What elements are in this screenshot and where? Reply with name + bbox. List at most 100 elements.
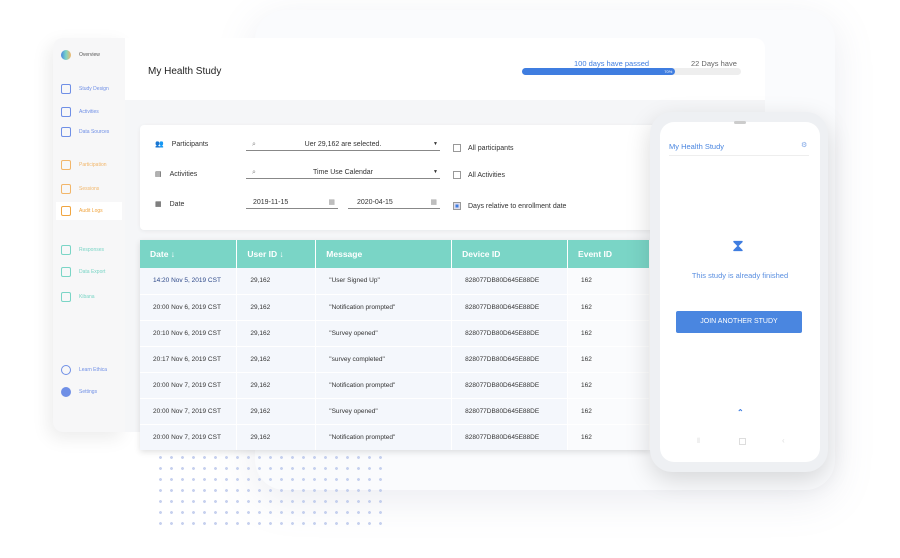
- column-header[interactable]: Date ↓: [140, 240, 238, 268]
- user-id-cell: 29,162: [236, 398, 317, 425]
- event-id-cell: 162: [567, 320, 650, 347]
- message-cell: "Survey opened": [315, 398, 453, 425]
- checkbox-label: Days relative to enrollment date: [468, 202, 567, 210]
- recent-apps-icon[interactable]: ⦀: [697, 438, 701, 445]
- message-cell: "User Signed Up": [315, 268, 453, 295]
- sessions-icon: [61, 184, 71, 194]
- checkbox[interactable]: [453, 144, 461, 152]
- event-id-cell: 162: [567, 424, 650, 450]
- event-id-cell: 162: [567, 398, 650, 425]
- sidebar-item-label: Activities: [79, 109, 99, 115]
- user-id-cell: 29,162: [236, 294, 317, 321]
- activities-row: ▤ Activities: [155, 170, 198, 179]
- column-header[interactable]: User ID ↓: [236, 240, 317, 268]
- dropdown-icon: ▼: [433, 141, 438, 147]
- settings-icon: [61, 387, 71, 397]
- search-icon: ⌕: [252, 169, 256, 176]
- table-row[interactable]: 20:00 Nov 7, 2019 CST 29,162 "Notification…: [140, 424, 650, 450]
- table-row[interactable]: 20:10 Nov 6, 2019 CST 29,162 "Survey opene…: [140, 320, 650, 347]
- progress-bar: 70%: [522, 68, 741, 75]
- table-row[interactable]: 20:00 Nov 6, 2019 CST 29,162 "Notification…: [140, 294, 650, 321]
- join-another-study-button[interactable]: JOIN ANOTHER STUDY: [676, 311, 802, 333]
- date-to-input[interactable]: 2020-04-15 ▦: [348, 197, 440, 209]
- sidebar-item-responses[interactable]: Responses: [61, 243, 121, 257]
- sidebar-item-overview[interactable]: Overview: [61, 48, 121, 62]
- checkbox[interactable]: [453, 171, 461, 179]
- checkbox-label: All participants: [468, 144, 514, 152]
- sidebar-item-label: Settings: [79, 389, 98, 395]
- activities-icon: [61, 107, 71, 117]
- sidebar-item-label: Learn Ethica: [79, 367, 108, 373]
- sidebar-item-kibana[interactable]: Kibana: [61, 290, 121, 304]
- checkbox-checked[interactable]: [453, 202, 461, 210]
- event-id-cell: 162: [567, 294, 650, 321]
- column-header[interactable]: Message: [315, 240, 453, 268]
- user-id-cell: 29,162: [236, 268, 317, 295]
- back-icon[interactable]: ‹: [782, 436, 785, 445]
- kibana-icon: [61, 292, 71, 302]
- date-cell: 20:10 Nov 6, 2019 CST: [140, 320, 238, 347]
- date-cell: 14:20 Nov 5, 2019 CST: [140, 268, 238, 295]
- document-icon: ▤: [155, 171, 162, 178]
- sidebar-item-participation[interactable]: Participation: [61, 158, 121, 172]
- sidebar-item-study-design[interactable]: Study Design: [61, 82, 121, 96]
- device-id-cell: 828077DB80D645E88DE: [451, 398, 569, 425]
- sidebar-item-label: Data Sources: [79, 129, 110, 135]
- date-cell: 20:17 Nov 6, 2019 CST: [140, 346, 238, 373]
- event-id-cell: 162: [567, 372, 650, 399]
- phone-title: My Health Study: [669, 142, 725, 151]
- device-id-cell: 828077DB80D645E88DE: [451, 346, 569, 373]
- sidebar-item-settings[interactable]: Settings: [61, 385, 121, 399]
- sidebar-item-data-export[interactable]: Data Export: [61, 265, 121, 279]
- all-participants-checkbox[interactable]: All participants: [453, 144, 514, 152]
- sidebar-item-label: Responses: [79, 247, 105, 253]
- search-icon: ⌕: [252, 141, 256, 148]
- participants-value: Uer 29,162 are selected.: [304, 141, 382, 148]
- message-cell: "survey completed": [315, 346, 453, 373]
- sidebar-item-data-sources[interactable]: Data Sources: [61, 125, 121, 139]
- table-row[interactable]: 20:00 Nov 7, 2019 CST 29,162 "Survey opene…: [140, 398, 650, 425]
- phone-speaker: [734, 121, 746, 124]
- sidebar: Overview Study Design Activities Data Sourc…: [53, 38, 125, 432]
- column-header[interactable]: Device ID: [451, 240, 569, 268]
- date-cell: 20:00 Nov 7, 2019 CST: [140, 398, 238, 425]
- column-header[interactable]: Event ID: [567, 240, 650, 268]
- device-id-cell: 828077DB80D645E88DE: [451, 424, 569, 450]
- message-cell: "Notification prompted": [315, 424, 453, 450]
- date-label: Date: [169, 200, 185, 208]
- table-row[interactable]: 20:17 Nov 6, 2019 CST 29,162 "survey compl…: [140, 346, 650, 373]
- dot-pattern: [155, 452, 385, 532]
- progress-label: 100 days have passed: [574, 59, 650, 68]
- checkbox-label: All Activities: [468, 171, 505, 179]
- relative-days-checkbox[interactable]: Days relative to enrollment date: [453, 202, 566, 210]
- participants-select[interactable]: ⌕ Uer 29,162 are selected. ▼: [246, 139, 440, 151]
- sidebar-item-audit-logs[interactable]: Audit Logs: [56, 202, 122, 220]
- date-from: 2019-11-15: [253, 199, 289, 206]
- sidebar-item-label: Data Export: [79, 269, 106, 275]
- date-from-input[interactable]: 2019-11-15 ▦: [246, 197, 338, 209]
- audit-logs-icon: [61, 206, 71, 216]
- sidebar-item-sessions[interactable]: Sessions: [61, 182, 121, 196]
- event-id-cell: 162: [567, 268, 650, 295]
- gear-icon[interactable]: ⚙: [801, 142, 808, 149]
- user-id-cell: 29,162: [236, 346, 317, 373]
- all-activities-checkbox[interactable]: All Activities: [453, 171, 505, 179]
- date-cell: 20:00 Nov 6, 2019 CST: [140, 294, 238, 321]
- sidebar-item-label: Audit Logs: [79, 208, 103, 214]
- finished-message: This study is already finished: [691, 271, 789, 280]
- device-id-cell: 828077DB80D645E88DE: [451, 294, 569, 321]
- participants-label: Participants: [171, 140, 209, 148]
- table-row[interactable]: 20:00 Nov 7, 2019 CST 29,162 "Notification…: [140, 372, 650, 399]
- activities-select[interactable]: ⌕ Time Use Calendar ▼: [246, 167, 440, 179]
- sidebar-item-learn-ethica[interactable]: Learn Ethica: [61, 363, 121, 377]
- table-row[interactable]: 14:20 Nov 5, 2019 CST 29,162 "User Signed …: [140, 268, 650, 295]
- remaining-label: 22 Days have: [691, 59, 737, 68]
- sidebar-item-activities[interactable]: Activities: [61, 105, 121, 119]
- activities-label: Activities: [169, 170, 198, 178]
- date-cell: 20:00 Nov 7, 2019 CST: [140, 424, 238, 450]
- learn-ethica-icon: [61, 365, 71, 375]
- chevron-up-icon[interactable]: ⌃: [737, 408, 744, 417]
- calendar-icon: ▦: [430, 199, 437, 206]
- home-icon[interactable]: [739, 438, 746, 445]
- user-id-cell: 29,162: [236, 320, 317, 347]
